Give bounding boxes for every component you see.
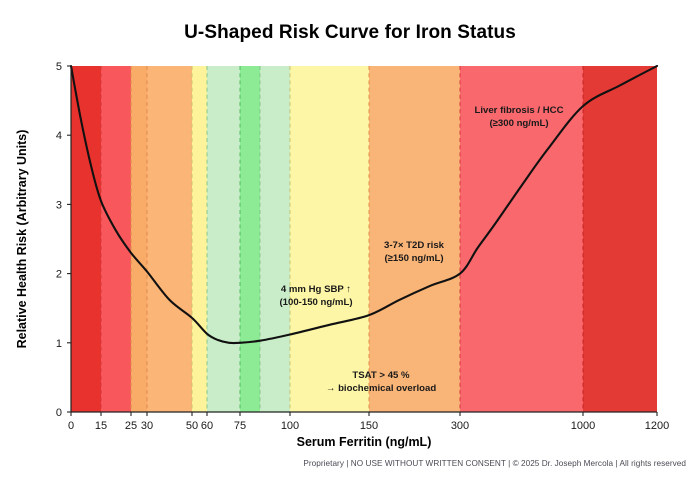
x-tick-label-100: 100 [281,420,299,432]
sbp-annotation-line-1: 4 mm Hg SBP ↑ [281,284,351,295]
y-tick-label-4: 4 [56,130,62,142]
y-tick-label-5: 5 [56,61,62,73]
chart-annotations: Liver fibrosis / HCC (≥300 ng/mL) 3-7× T2D… [279,105,563,394]
x-tick-label-30: 30 [141,420,153,432]
tsat-annotation-line-1: TSAT > 45 % [352,370,410,381]
band-dividers [100,66,584,412]
band-0-15 [71,66,101,412]
t2d-risk-annotation-line-1: 3-7× T2D risk [384,240,445,251]
band-75-85 [240,66,260,412]
x-tick-label-50: 50 [186,420,198,432]
band-25-30 [131,66,147,412]
x-tick-label-300: 300 [451,420,469,432]
band-85-100 [260,66,290,412]
band-300-1000 [460,66,583,412]
liver-fibrosis-annotation-line-1: Liver fibrosis / HCC [474,105,563,116]
x-tick-label-25: 25 [125,420,137,432]
x-axis-ticks: 0 15 25 30 50 60 75 100 150 300 1000 1200 [68,412,669,432]
risk-curve-line [69,64,659,345]
page-title: U-Shaped Risk Curve for Iron Status [184,22,516,43]
tsat-annotation: TSAT > 45 % → biochemical overload [326,370,437,394]
x-tick-label-150: 150 [360,420,378,432]
band-1000-1200 [583,66,657,412]
band-100-150 [290,66,369,412]
x-tick-label-75: 75 [234,420,246,432]
color-bands [71,66,657,412]
band-15-25 [101,66,131,412]
y-axis-ticks: 0 1 2 3 4 5 [56,61,71,419]
band-60-75 [207,66,240,412]
x-tick-label-1200: 1200 [645,420,669,432]
tsat-annotation-line-2: → biochemical overload [326,383,437,394]
x-axis-label: Serum Ferritin (ng/mL) [297,435,432,449]
axes [70,66,657,413]
band-150-300 [369,66,460,412]
risk-curve-path [69,64,659,345]
copyright-footer: Proprietary | NO USE WITHOUT WRITTEN CON… [303,459,686,468]
sbp-annotation: 4 mm Hg SBP ↑ (100-150 ng/mL) [279,284,352,308]
y-tick-label-2: 2 [56,269,62,281]
t2d-risk-annotation-line-2: (≥150 ng/mL) [384,253,443,264]
x-tick-label-15: 15 [95,420,107,432]
y-tick-label-1: 1 [56,338,62,350]
sbp-annotation-line-2: (100-150 ng/mL) [279,297,352,308]
y-tick-label-3: 3 [56,199,62,211]
liver-fibrosis-annotation-line-2: (≥300 ng/mL) [489,118,548,129]
x-tick-label-1000: 1000 [571,420,595,432]
y-tick-label-0: 0 [56,407,62,419]
band-30-50 [147,66,192,412]
y-axis-label: Relative Health Risk (Arbitrary Units) [15,130,29,349]
x-tick-label-0: 0 [68,420,74,432]
t2d-risk-annotation: 3-7× T2D risk (≥150 ng/mL) [384,240,445,264]
band-50-60 [192,66,207,412]
liver-fibrosis-annotation: Liver fibrosis / HCC (≥300 ng/mL) [474,105,563,129]
x-tick-label-60: 60 [201,420,213,432]
